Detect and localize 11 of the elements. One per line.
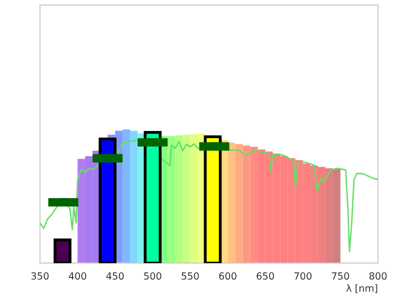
- x-tick-label: 800: [369, 272, 387, 280]
- x-tick-label: 400: [68, 272, 86, 280]
- x-tick-label: 450: [106, 272, 124, 280]
- x-axis-title: λ [nm]: [346, 284, 378, 293]
- x-tick-label: 550: [182, 272, 199, 280]
- x-tick-label: 650: [256, 272, 274, 280]
- x-tick-label: 600: [219, 272, 236, 280]
- x-tick-label: 350: [31, 272, 49, 280]
- x-tick-label: 500: [144, 272, 162, 280]
- x-tick-label: 700: [294, 272, 312, 280]
- x-tick-label: 750: [332, 272, 350, 280]
